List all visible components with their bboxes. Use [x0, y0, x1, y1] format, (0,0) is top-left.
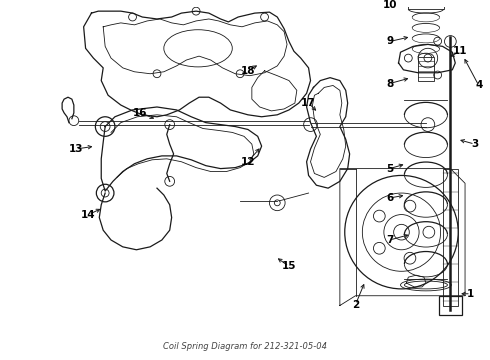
Text: 16: 16: [133, 108, 147, 118]
Text: 7: 7: [386, 235, 393, 245]
Text: 6: 6: [386, 193, 393, 203]
Bar: [439, 296, 462, 315]
Text: 17: 17: [301, 98, 316, 108]
Text: 14: 14: [81, 210, 96, 220]
Bar: [408, 0, 443, 9]
Bar: [418, 57, 434, 81]
Text: 15: 15: [282, 261, 296, 271]
Text: 3: 3: [471, 139, 478, 149]
Text: 2: 2: [352, 300, 359, 310]
Text: 12: 12: [241, 157, 255, 167]
Text: 4: 4: [475, 81, 483, 90]
Text: 10: 10: [383, 0, 397, 10]
Text: 13: 13: [69, 144, 83, 154]
Text: 18: 18: [241, 66, 255, 76]
Text: 5: 5: [386, 163, 393, 174]
Bar: [442, 168, 458, 306]
Text: 9: 9: [386, 36, 393, 46]
Text: 11: 11: [453, 46, 467, 56]
Text: Coil Spring Diagram for 212-321-05-04: Coil Spring Diagram for 212-321-05-04: [163, 342, 327, 351]
Text: 8: 8: [386, 78, 393, 89]
Text: 1: 1: [467, 289, 474, 299]
